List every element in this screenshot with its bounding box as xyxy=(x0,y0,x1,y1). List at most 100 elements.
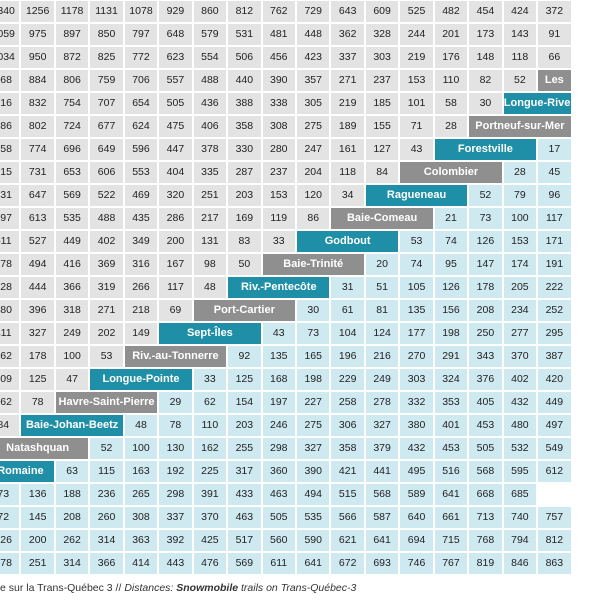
town-label: Havre-Saint-Pierre xyxy=(55,392,158,413)
caption: e sur la Trans-Québec 3 // Distances: Sn… xyxy=(0,578,600,598)
distance-cell: 317 xyxy=(228,461,261,482)
distance-cell: 105 xyxy=(400,277,433,298)
distance-cell: 759 xyxy=(90,70,123,91)
distance-cell: 392 xyxy=(159,530,192,551)
distance-cell: 275 xyxy=(297,415,330,436)
distance-cell: 475 xyxy=(159,116,192,137)
distance-cell: 401 xyxy=(434,415,468,436)
distance-cell: 305 xyxy=(297,93,330,114)
distance-cell: 897 xyxy=(55,24,89,45)
distance-cell: 45 xyxy=(538,162,571,183)
distance-cell: 402 xyxy=(90,231,123,252)
distance-cell: 135 xyxy=(400,300,433,321)
distance-cell: 337 xyxy=(159,507,192,528)
distance-cell: 672 xyxy=(331,553,364,574)
distance-cell: 448 xyxy=(297,24,330,45)
distance-cell: 188 xyxy=(55,484,89,505)
distance-cell: 388 xyxy=(228,93,261,114)
distance-cell: 557 xyxy=(159,70,192,91)
distance-cell: 110 xyxy=(193,415,227,436)
distance-cell: 251 xyxy=(193,185,227,206)
distance-cell: 327 xyxy=(297,438,330,459)
distance-cell: 246 xyxy=(262,415,295,436)
distance-cell: 298 xyxy=(262,438,295,459)
distance-cell: 968 xyxy=(0,70,20,91)
distance-cell: 153 xyxy=(262,185,295,206)
distance-cell: 846 xyxy=(503,553,537,574)
distance-cell: 589 xyxy=(400,484,433,505)
distance-cell: 549 xyxy=(538,438,571,459)
distance-cell: 145 xyxy=(21,507,54,528)
distance-cell: 447 xyxy=(159,139,192,160)
distance-cell: 178 xyxy=(21,346,54,367)
distance-cell: 227 xyxy=(297,392,330,413)
distance-cell: 568 xyxy=(365,484,399,505)
distance-cell: 178 xyxy=(0,553,20,574)
distance-cell: 440 xyxy=(228,70,261,91)
caption-snowmobile: Snowmobile xyxy=(176,582,239,594)
distance-cell: 886 xyxy=(0,116,20,137)
distance-cell: 694 xyxy=(400,530,433,551)
distance-cell: 174 xyxy=(503,254,537,275)
distance-cell: 661 xyxy=(434,507,468,528)
distance-cell: 303 xyxy=(400,369,433,390)
caption-french: e sur la Trans-Québec 3 // xyxy=(0,582,125,594)
distance-cell: 34 xyxy=(331,185,364,206)
distance-cell: 469 xyxy=(124,185,158,206)
distance-cell: 762 xyxy=(262,1,295,22)
distance-cell: 260 xyxy=(90,507,123,528)
distance-cell: 863 xyxy=(538,553,571,574)
town-label: Sept-Îles xyxy=(159,323,261,344)
distance-cell: 950 xyxy=(21,47,54,68)
distance-cell: 61 xyxy=(331,300,364,321)
distance-cell: 17 xyxy=(538,139,571,160)
distance-cell: 611 xyxy=(0,231,20,252)
distance-cell: 832 xyxy=(21,93,54,114)
distance-cell: 488 xyxy=(193,70,227,91)
distance-cell: 453 xyxy=(434,438,468,459)
distance-cell: 201 xyxy=(434,24,468,45)
distance-cell: 685 xyxy=(503,484,537,505)
distance-cell: 250 xyxy=(469,323,502,344)
distance-cell: 52 xyxy=(469,185,502,206)
distance-cell: 349 xyxy=(124,231,158,252)
town-label: Natashquan xyxy=(0,438,89,459)
distance-cell: 425 xyxy=(193,530,227,551)
distance-cell: 153 xyxy=(503,231,537,252)
distance-cell: 1131 xyxy=(90,1,123,22)
distance-cell: 33 xyxy=(262,231,295,252)
distance-cell: 265 xyxy=(124,484,158,505)
caption-english-suffix: trails on Trans-Québec-3 xyxy=(238,582,357,594)
distance-cell: 203 xyxy=(228,185,261,206)
distance-cell: 78 xyxy=(21,392,54,413)
distance-cell: 178 xyxy=(469,277,502,298)
distance-cell: 794 xyxy=(503,530,537,551)
distance-cell: 52 xyxy=(503,70,537,91)
distance-cell: 566 xyxy=(331,507,364,528)
distance-cell: 729 xyxy=(297,1,330,22)
distance-cell: 731 xyxy=(0,185,20,206)
distance-cell: 767 xyxy=(434,553,468,574)
distance-cell: 391 xyxy=(193,484,227,505)
distance-cell: 363 xyxy=(124,530,158,551)
distance-cell: 204 xyxy=(297,162,330,183)
distance-cell: 63 xyxy=(55,461,89,482)
town-label: Riv.-Pentecôte xyxy=(228,277,330,298)
distance-cell: 117 xyxy=(159,277,192,298)
distance-cell: 613 xyxy=(21,208,54,229)
distance-cell: 433 xyxy=(228,484,261,505)
distance-cell: 216 xyxy=(365,346,399,367)
distance-cell: 202 xyxy=(90,323,123,344)
distance-cell: 162 xyxy=(193,438,227,459)
distance-cell: 86 xyxy=(297,208,330,229)
town-label: Longue-Rive xyxy=(503,93,571,114)
distance-cell: 155 xyxy=(365,116,399,137)
distance-cell: 53 xyxy=(90,346,123,367)
distance-cell: 255 xyxy=(228,438,261,459)
distance-cell: 237 xyxy=(262,162,295,183)
distance-cell: 176 xyxy=(434,47,468,68)
distance-cell: 768 xyxy=(469,530,502,551)
distance-cell: 203 xyxy=(228,415,261,436)
distance-cell: 579 xyxy=(193,24,227,45)
distance-cell: 366 xyxy=(55,277,89,298)
